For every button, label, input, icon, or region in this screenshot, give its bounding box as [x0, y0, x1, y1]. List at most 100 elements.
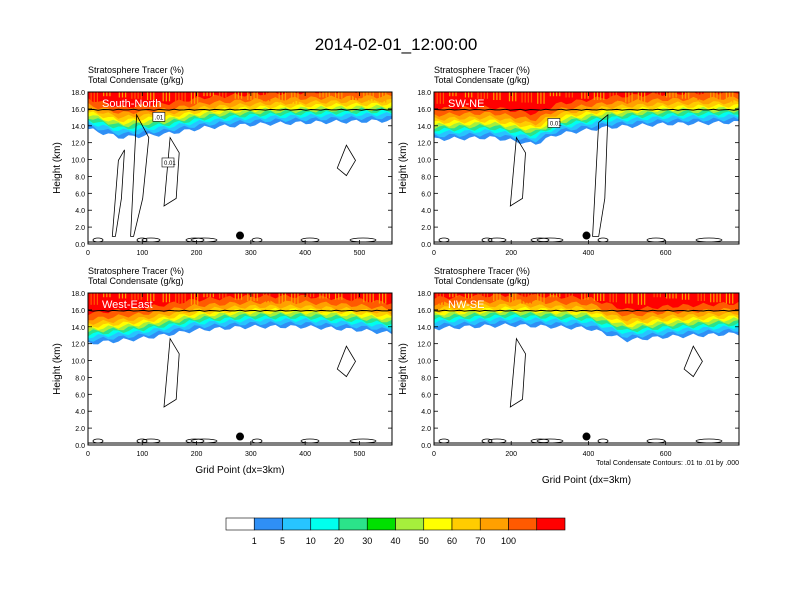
- y-tick-label: 8.0: [421, 375, 431, 382]
- location-marker: [582, 231, 591, 240]
- y-tick-label: 12.0: [71, 141, 85, 148]
- x-tick-label: 0: [432, 250, 436, 257]
- y-tick-label: 8.0: [75, 375, 85, 382]
- y-tick-label: 14.0: [417, 325, 431, 332]
- colorbar-swatch: [282, 517, 312, 531]
- y-axis-label: Height (km): [52, 142, 63, 194]
- colorbar-swatch: [395, 517, 425, 531]
- x-tick-label: 500: [354, 451, 366, 458]
- contour-line: [336, 345, 356, 378]
- colorbar-label: 1: [252, 536, 257, 546]
- tracer-band: [434, 293, 739, 312]
- y-tick-label: 2.0: [421, 426, 431, 433]
- y-tick-label: 10.0: [417, 158, 431, 165]
- colorbar-swatch: [508, 517, 538, 531]
- y-axis-label: Height (km): [398, 343, 409, 395]
- colorbar-swatch: [225, 517, 255, 531]
- x-tick-label: 500: [354, 250, 366, 257]
- y-tick-label: 6.0: [75, 392, 85, 399]
- colorbar-label: 40: [390, 536, 400, 546]
- contour-label-box: [547, 118, 561, 128]
- x-tick-label: 400: [299, 250, 311, 257]
- x-tick-label: 200: [191, 451, 203, 458]
- colorbar-label: 70: [475, 536, 485, 546]
- y-tick-label: 16.0: [71, 308, 85, 315]
- panel-title-tracer: Stratosphere Tracer (%): [434, 266, 530, 276]
- x-tick-label: 0: [86, 451, 90, 458]
- panel-title-condensate: Total Condensate (g/kg): [434, 75, 530, 85]
- x-tick-label: 100: [136, 451, 148, 458]
- x-tick-label: 200: [505, 451, 517, 458]
- colorbar-label: 5: [280, 536, 285, 546]
- tracer-field: [88, 293, 392, 445]
- y-tick-label: 0.0: [421, 443, 431, 450]
- y-tick-label: 4.0: [421, 208, 431, 215]
- reference-line: [88, 309, 392, 312]
- panel-label: South-North: [102, 98, 161, 110]
- contour-line: [683, 345, 703, 378]
- y-tick-label: 14.0: [71, 325, 85, 332]
- contour-line: [509, 136, 526, 207]
- tracer-band: [434, 92, 739, 116]
- colorbar-label: 10: [306, 536, 316, 546]
- contour-label: .01: [155, 115, 164, 121]
- reference-line: [88, 108, 392, 111]
- contour-line: [592, 113, 609, 237]
- y-tick-label: 8.0: [421, 174, 431, 181]
- panel-west-east: Stratosphere Tracer (%)Total Condensate …: [52, 266, 393, 476]
- colorbar-label: 50: [419, 536, 429, 546]
- tracer-field: [88, 92, 392, 244]
- y-tick-label: 2.0: [75, 426, 85, 433]
- panel-title-condensate: Total Condensate (g/kg): [434, 276, 530, 286]
- colorbar-swatch: [423, 517, 453, 531]
- y-tick-label: 6.0: [75, 191, 85, 198]
- panel-sw-ne: Stratosphere Tracer (%)Total Condensate …: [398, 65, 740, 257]
- panel-label: NW-SE: [448, 299, 484, 311]
- contour-label: 0.01: [164, 161, 176, 167]
- y-tick-label: 6.0: [421, 191, 431, 198]
- reference-line: [434, 309, 739, 312]
- y-tick-label: 14.0: [417, 124, 431, 131]
- panel-label: West-East: [102, 299, 153, 311]
- tracer-band: [88, 92, 392, 108]
- x-tick-label: 300: [245, 451, 257, 458]
- x-tick-label: 0: [432, 451, 436, 458]
- contour-line: [336, 144, 356, 177]
- panel-title-condensate: Total Condensate (g/kg): [88, 276, 184, 286]
- plot-frame: [433, 91, 740, 245]
- contour-line: [111, 149, 125, 237]
- y-tick-label: 0.0: [421, 242, 431, 249]
- x-tick-label: 400: [583, 451, 595, 458]
- colorbar-swatch: [253, 517, 283, 531]
- panel-title-tracer: Stratosphere Tracer (%): [434, 65, 530, 75]
- location-marker: [236, 432, 244, 441]
- y-tick-label: 2.0: [421, 225, 431, 232]
- x-axis-label: Grid Point (dx=3km): [542, 475, 631, 486]
- x-tick-label: 300: [245, 250, 257, 257]
- y-tick-label: 4.0: [421, 409, 431, 416]
- x-tick-label: 400: [299, 451, 311, 458]
- contour-line: [163, 337, 180, 408]
- colorbar-label: 60: [447, 536, 457, 546]
- panel-label: SW-NE: [448, 98, 484, 110]
- y-tick-label: 6.0: [421, 392, 431, 399]
- panel-south-north: Stratosphere Tracer (%)Total Condensate …: [52, 65, 393, 257]
- y-axis-label: Height (km): [398, 142, 409, 194]
- y-tick-label: 0.0: [75, 242, 85, 249]
- tracer-field: [434, 92, 739, 244]
- y-tick-label: 12.0: [71, 342, 85, 349]
- plot-frame: [87, 91, 393, 245]
- contour-label-box: [152, 112, 166, 122]
- y-tick-label: 0.0: [75, 443, 85, 450]
- y-tick-label: 18.0: [71, 291, 85, 298]
- y-tick-label: 16.0: [417, 308, 431, 315]
- y-tick-label: 10.0: [71, 158, 85, 165]
- location-marker: [236, 231, 244, 240]
- colorbar-label: 30: [362, 536, 372, 546]
- x-tick-label: 400: [583, 250, 595, 257]
- y-tick-label: 10.0: [417, 359, 431, 366]
- y-axis-label: Height (km): [52, 343, 63, 395]
- y-tick-label: 4.0: [75, 208, 85, 215]
- x-axis-label: Grid Point (dx=3km): [195, 465, 284, 476]
- y-tick-label: 8.0: [75, 174, 85, 181]
